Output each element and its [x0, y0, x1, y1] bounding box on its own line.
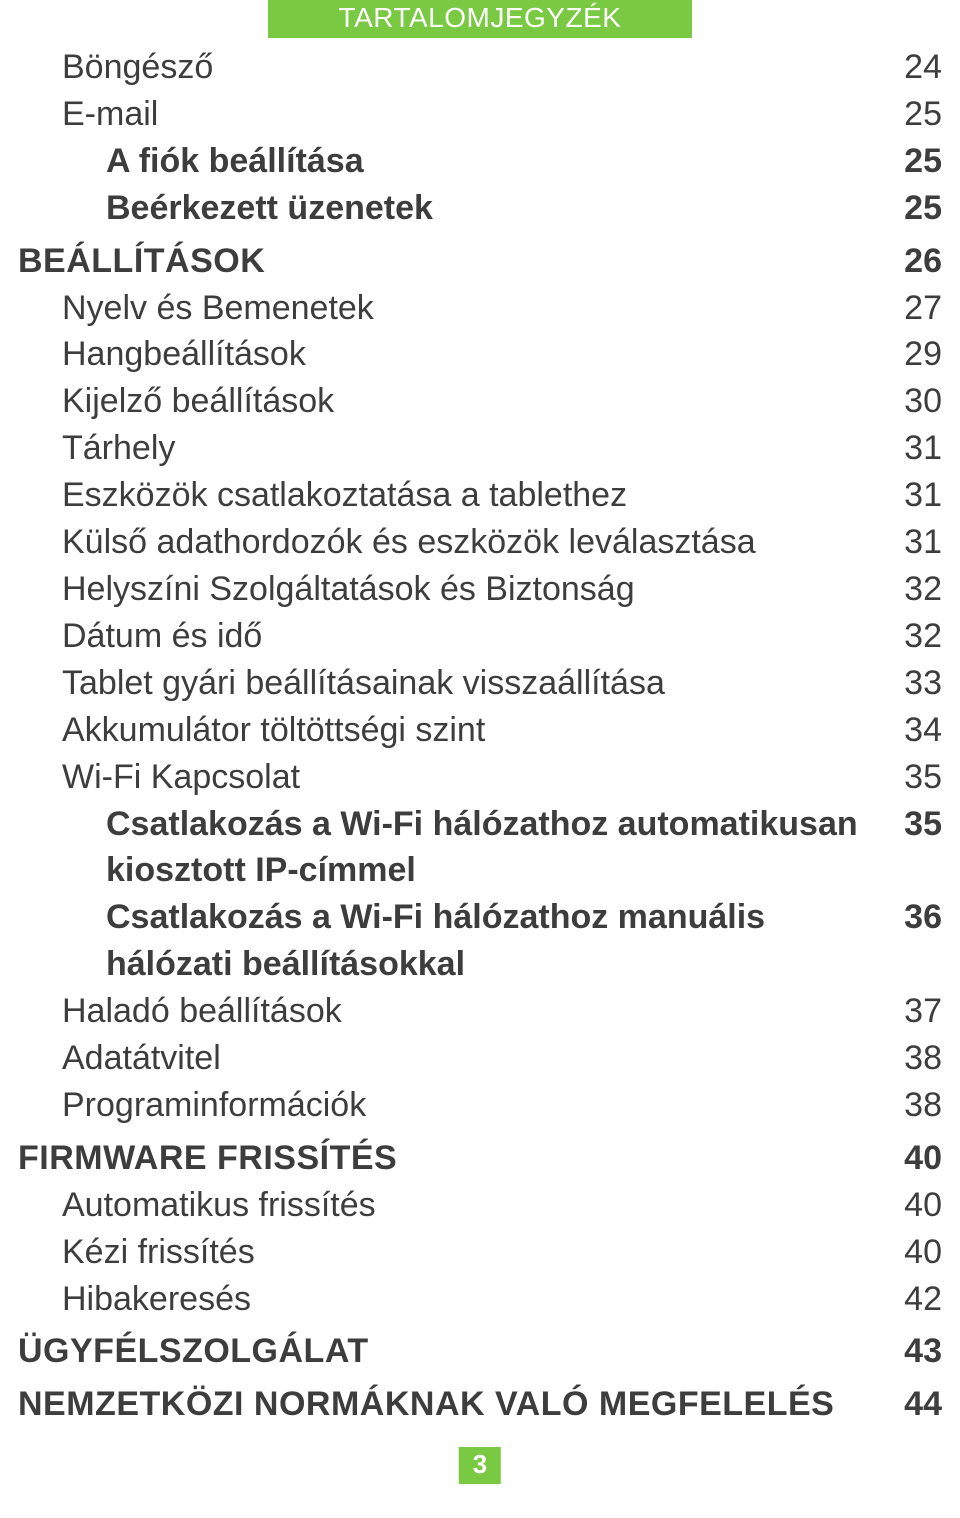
- toc-page: 24: [894, 44, 942, 91]
- toc-page: 40: [894, 1229, 942, 1276]
- toc-row[interactable]: E-mail25: [18, 91, 942, 138]
- toc-label: BEÁLLÍTÁSOK: [18, 238, 894, 285]
- toc-page: 35: [894, 754, 942, 801]
- toc-page: 27: [894, 285, 942, 332]
- toc-label: Külső adathordozók és eszközök leválaszt…: [18, 519, 894, 566]
- toc-page: 25: [894, 91, 942, 138]
- toc-page: 32: [894, 566, 942, 613]
- toc-page: 29: [894, 331, 942, 378]
- toc-label: Kijelző beállítások: [18, 378, 894, 425]
- toc-label: Helyszíni Szolgáltatások és Biztonság: [18, 566, 894, 613]
- toc-row[interactable]: Beérkezett üzenetek25: [18, 185, 942, 232]
- toc-page: 25: [894, 185, 942, 232]
- toc-label: Automatikus frissítés: [18, 1182, 894, 1229]
- toc-section-row[interactable]: ÜGYFÉLSZOLGÁLAT43: [18, 1328, 942, 1375]
- toc-row[interactable]: Automatikus frissítés40: [18, 1182, 942, 1229]
- toc-row[interactable]: Tablet gyári beállításainak visszaállítá…: [18, 660, 942, 707]
- toc-label: Beérkezett üzenetek: [18, 185, 894, 232]
- toc-page: 25: [894, 138, 942, 185]
- toc-label: Eszközök csatlakoztatása a tablethez: [18, 472, 894, 519]
- toc-page: 30: [894, 378, 942, 425]
- toc-page: 43: [894, 1328, 942, 1375]
- toc-page: 38: [894, 1082, 942, 1129]
- toc-page: 31: [894, 425, 942, 472]
- toc-label: A fiók beállítása: [18, 138, 894, 185]
- toc-row[interactable]: Tárhely31: [18, 425, 942, 472]
- toc-row[interactable]: Adatátvitel38: [18, 1035, 942, 1082]
- toc-row[interactable]: Nyelv és Bemenetek27: [18, 285, 942, 332]
- toc-row[interactable]: Külső adathordozók és eszközök leválaszt…: [18, 519, 942, 566]
- toc-page: 31: [894, 472, 942, 519]
- toc-label: Akkumulátor töltöttségi szint: [18, 707, 894, 754]
- toc-label: Böngésző: [18, 44, 894, 91]
- toc-section-row[interactable]: BEÁLLÍTÁSOK26: [18, 238, 942, 285]
- toc-page: 31: [894, 519, 942, 566]
- toc-section-row[interactable]: NEMZETKÖZI NORMÁKNAK VALÓ MEGFELELÉS44: [18, 1381, 942, 1428]
- toc-label: Csatlakozás a Wi-Fi hálózathoz manuális …: [18, 894, 894, 988]
- toc-row[interactable]: Helyszíni Szolgáltatások és Biztonság32: [18, 566, 942, 613]
- toc-label: Tárhely: [18, 425, 894, 472]
- toc-label: Tablet gyári beállításainak visszaállítá…: [18, 660, 894, 707]
- toc-page: 32: [894, 613, 942, 660]
- toc-label: NEMZETKÖZI NORMÁKNAK VALÓ MEGFELELÉS: [18, 1381, 894, 1428]
- toc-row[interactable]: Eszközök csatlakoztatása a tablethez31: [18, 472, 942, 519]
- toc-row[interactable]: Hangbeállítások29: [18, 331, 942, 378]
- toc-label: Adatátvitel: [18, 1035, 894, 1082]
- toc-row[interactable]: Csatlakozás a Wi-Fi hálózathoz automatik…: [18, 801, 942, 895]
- toc-row[interactable]: Csatlakozás a Wi-Fi hálózathoz manuális …: [18, 894, 942, 988]
- toc-page: 26: [894, 238, 942, 285]
- toc-label: Csatlakozás a Wi-Fi hálózathoz automatik…: [18, 801, 894, 895]
- toc-label: Programinformációk: [18, 1082, 894, 1129]
- toc-page: 38: [894, 1035, 942, 1082]
- toc-row[interactable]: Böngésző24: [18, 44, 942, 91]
- toc-page: 37: [894, 988, 942, 1035]
- toc-header: TARTALOMJEGYZÉK: [268, 0, 692, 38]
- toc-row[interactable]: Akkumulátor töltöttségi szint34: [18, 707, 942, 754]
- toc-page: 35: [894, 801, 942, 848]
- toc-label: E-mail: [18, 91, 894, 138]
- toc-page: 34: [894, 707, 942, 754]
- toc-label: FIRMWARE FRISSÍTÉS: [18, 1135, 894, 1182]
- toc-row[interactable]: Kézi frissítés40: [18, 1229, 942, 1276]
- toc-label: Dátum és idő: [18, 613, 894, 660]
- toc-row[interactable]: Dátum és idő32: [18, 613, 942, 660]
- toc-page: 33: [894, 660, 942, 707]
- toc-row[interactable]: Wi-Fi Kapcsolat35: [18, 754, 942, 801]
- toc-row[interactable]: Hibakeresés42: [18, 1276, 942, 1323]
- toc-page: 44: [894, 1381, 942, 1428]
- toc-page: 42: [894, 1276, 942, 1323]
- toc-page: 36: [894, 894, 942, 941]
- toc-label: Nyelv és Bemenetek: [18, 285, 894, 332]
- toc-list: Böngésző24E-mail25A fiók beállítása25Beé…: [18, 44, 942, 1428]
- toc-row[interactable]: Kijelző beállítások30: [18, 378, 942, 425]
- toc-page: 40: [894, 1135, 942, 1182]
- toc-row[interactable]: A fiók beállítása25: [18, 138, 942, 185]
- toc-label: Haladó beállítások: [18, 988, 894, 1035]
- toc-label: Kézi frissítés: [18, 1229, 894, 1276]
- toc-label: ÜGYFÉLSZOLGÁLAT: [18, 1328, 894, 1375]
- toc-row[interactable]: Programinformációk38: [18, 1082, 942, 1129]
- page-number-badge: 3: [459, 1447, 501, 1484]
- toc-row[interactable]: Haladó beállítások37: [18, 988, 942, 1035]
- toc-page: 40: [894, 1182, 942, 1229]
- toc-label: Hangbeállítások: [18, 331, 894, 378]
- toc-section-row[interactable]: FIRMWARE FRISSÍTÉS40: [18, 1135, 942, 1182]
- toc-label: Wi-Fi Kapcsolat: [18, 754, 894, 801]
- toc-label: Hibakeresés: [18, 1276, 894, 1323]
